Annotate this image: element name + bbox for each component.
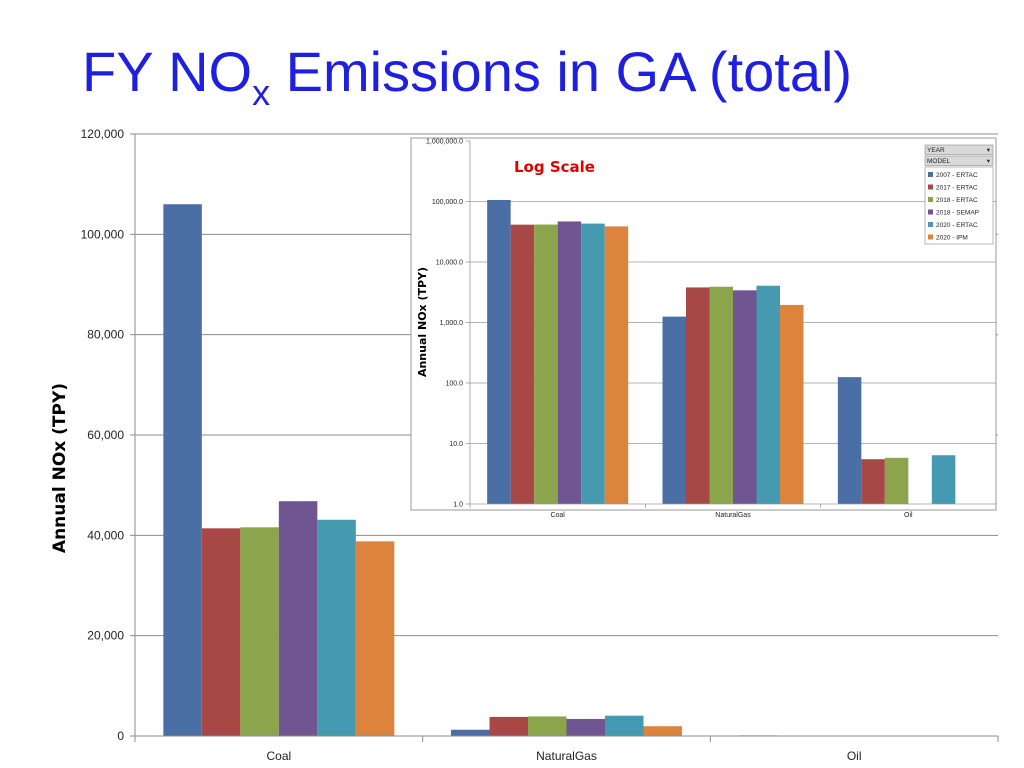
main-bar-naturalgas-2007-ertac (451, 729, 490, 736)
inset-x-tick-label: NaturalGas (715, 512, 751, 519)
inset-bars (487, 199, 956, 505)
main-y-axis-label: Annual NOx (TPY) (50, 383, 70, 553)
main-bar-coal-2020-ipm (355, 541, 395, 736)
inset-y-axis-label: Annual NOx (TPY) (416, 267, 429, 377)
inset-bar-coal-2018-semap (557, 221, 582, 504)
legend-entry-2018-ertac: 2018 - ERTAC (936, 197, 978, 204)
log-scale-annotation: Log Scale (514, 158, 595, 176)
inset-bar-coal-2018-ertac (534, 224, 558, 504)
inset-y-tick-label: 10.0 (449, 441, 463, 448)
main-bar-coal-2007-ertac (163, 204, 202, 736)
legend-box (924, 166, 994, 245)
inset-bar-coal-2017-ertac (510, 224, 535, 504)
inset-y-tick-label: 10,000.0 (436, 260, 463, 267)
legend-swatch-2017-ertac (928, 184, 933, 190)
main-tick-labels: 0 20,000 40,000 60,000 80,000 100,000 120,000 C… (81, 127, 862, 763)
inset-y-tick-label: 100.0 (445, 381, 463, 388)
legend-filter-model-label: MODEL (927, 158, 951, 165)
inset-y-tick-label: 1,000,000.0 (426, 139, 463, 146)
main-y-tick-label: 0 (117, 729, 124, 743)
inset-tick-labels: 1.0 10.0 100.0 1,000.0 10,000.0 100,000.0 1,00… (426, 139, 913, 520)
main-y-tick-label: 40,000 (87, 528, 124, 542)
main-bar-coal-2018-ertac (240, 527, 279, 736)
main-bar-naturalgas-2018-ertac (528, 716, 567, 736)
legend-swatch-2018-semap (928, 209, 933, 215)
main-y-tick-label: 100,000 (81, 227, 125, 241)
inset-bar-naturalgas-2018-semap (733, 290, 757, 504)
main-bar-naturalgas-2020-ertac (605, 715, 644, 736)
legend-swatch-2020-ipm (928, 234, 933, 240)
legend-entry-2017-ertac: 2017 - ERTAC (936, 185, 978, 192)
main-bar-coal-2020-ertac (317, 519, 356, 736)
inset-y-tick-label: 1.0 (453, 502, 463, 509)
chevron-down-icon: ▾ (987, 147, 991, 154)
main-bar-naturalgas-2020-ipm (643, 726, 682, 736)
title-subscript: x (252, 72, 271, 113)
inset-bar-coal-2020-ipm (604, 226, 629, 505)
legend-entry-2007-ertac: 2007 - ERTAC (936, 172, 978, 179)
inset-bar-oil-2020-ertac (931, 455, 956, 504)
main-y-tick-label: 80,000 (87, 328, 124, 342)
slide-title: FY NOx Emissions in GA (total) (82, 44, 852, 111)
main-y-tick-label: 20,000 (87, 629, 124, 643)
main-bar-coal-2018-semap (278, 501, 318, 736)
main-y-tick-label: 120,000 (81, 127, 125, 141)
main-axes (130, 133, 999, 742)
inset-bar-naturalgas-2018-ertac (709, 286, 733, 504)
legend-swatch-2018-ertac (928, 197, 933, 202)
inset-bar-naturalgas-2017-ertac (686, 287, 710, 504)
inset-bar-oil-2018-ertac (884, 457, 909, 504)
legend-swatch-2020-ertac (928, 222, 933, 227)
main-bar-naturalgas-2017-ertac (489, 716, 528, 736)
inset-bar-coal-2007-ertac (487, 199, 511, 504)
inset-bar-oil-2007-ertac (837, 377, 862, 504)
inset-bar-naturalgas-2007-ertac (662, 316, 686, 504)
main-x-tick-label: Coal (266, 749, 291, 763)
main-y-tick-label: 60,000 (87, 428, 124, 442)
main-bar-coal-2017-ertac (201, 528, 241, 736)
legend-entry-2018-semap: 2018 - SEMAP (936, 210, 979, 217)
legend-filter-year-box (924, 144, 994, 155)
main-bars (163, 204, 932, 736)
legend-entry-2020-ertac: 2020 - ERTAC (936, 222, 978, 229)
inset-y-tick-label: 100,000.0 (432, 199, 463, 206)
inset-bar-naturalgas-2020-ertac (756, 285, 780, 504)
chevron-down-icon: ▾ (987, 158, 991, 165)
inset-y-tick-label: 1,000.0 (440, 320, 463, 327)
inset-x-tick-label: Coal (550, 512, 565, 519)
legend-entry-2020-ipm: 2020 - IPM (936, 235, 968, 242)
main-x-tick-label: Oil (847, 749, 862, 763)
inset-bar-oil-2017-ertac (861, 459, 885, 504)
inset-bar-naturalgas-2020-ipm (780, 304, 804, 504)
legend-filter-model-box (924, 155, 994, 166)
title-main: FY NO (82, 40, 253, 103)
legend-filter-year-label: YEAR (927, 147, 945, 154)
legend-swatch-2007-ertac (928, 172, 933, 177)
inset-chart: 1.0 10.0 100.0 1,000.0 10,000.0 100,000.0 1,00… (410, 137, 997, 520)
inset-bar-coal-2020-ertac (581, 223, 605, 504)
main-bar-naturalgas-2018-semap (566, 718, 605, 736)
inset-legend: YEAR ▾ MODEL ▾ 2007 - ERTAC 2017 - ERTAC 2018 … (924, 144, 994, 245)
inset-x-tick-label: Oil (904, 512, 913, 519)
title-rest: Emissions in GA (total) (270, 40, 853, 103)
inset-axes (466, 140, 997, 508)
main-x-tick-label: NaturalGas (536, 749, 597, 763)
